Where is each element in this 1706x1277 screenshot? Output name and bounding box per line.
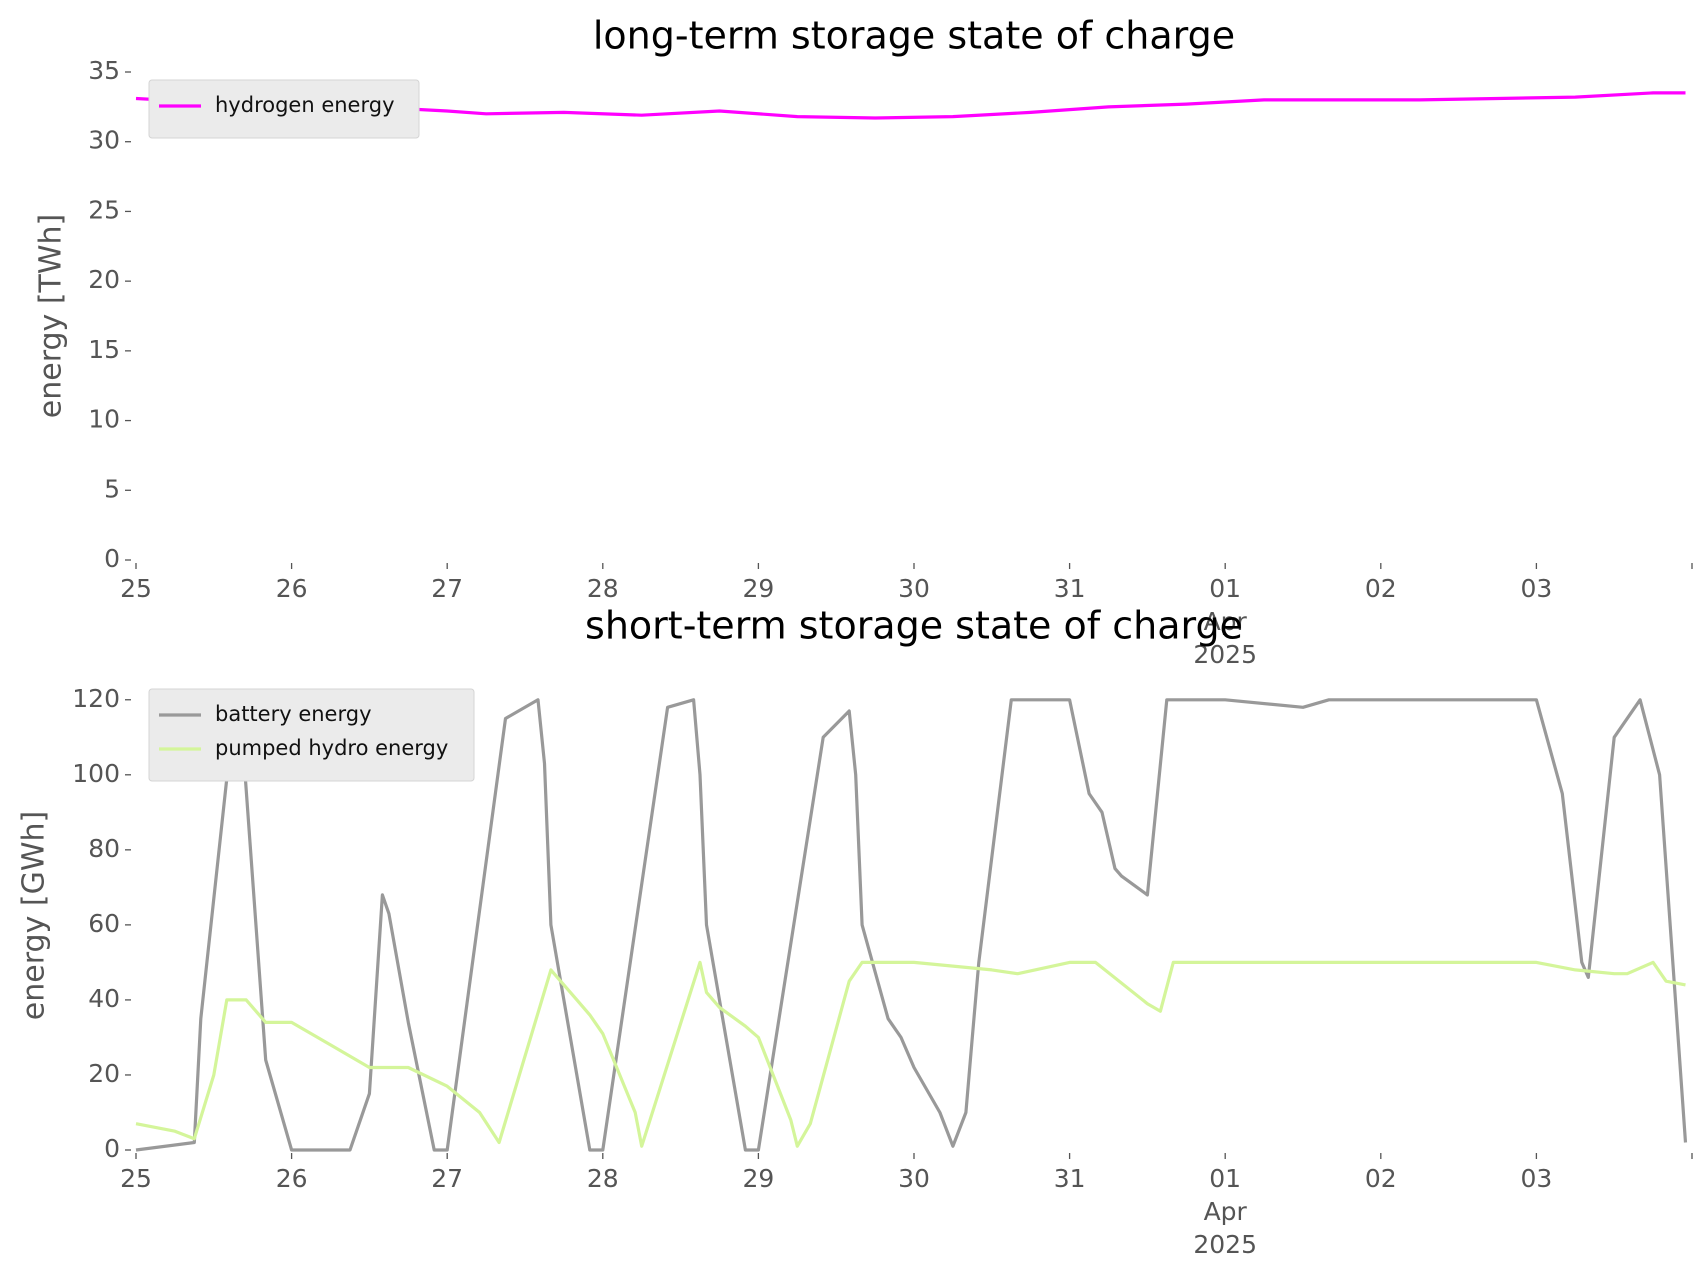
x-tick-label: 25 — [120, 1164, 152, 1193]
y-axis-label: energy [TWh] — [34, 214, 69, 418]
y-tick-label: 35 — [88, 56, 120, 85]
chart-title: short-term storage state of charge — [585, 604, 1243, 648]
x-tick-label: 2025 — [1193, 640, 1257, 669]
long-term-storage-chart: long-term storage state of charge energy … — [34, 14, 1693, 669]
x-tick-label: 02 — [1365, 1164, 1397, 1193]
legend-entry: hydrogen energy — [215, 93, 395, 117]
y-axis-label: energy [GWh] — [17, 811, 52, 1020]
x-tick-label: Apr — [1204, 607, 1248, 636]
x-tick-label: 27 — [431, 1164, 463, 1193]
y-tick-label: 0 — [104, 1134, 120, 1163]
x-tick-label: 29 — [742, 1164, 774, 1193]
short-term-storage-chart: short-term storage state of charge energy… — [17, 604, 1693, 1259]
x-tick-label: 26 — [276, 574, 308, 603]
x-tick-label: 29 — [742, 574, 774, 603]
y-tick-label: 15 — [88, 335, 120, 364]
x-tick-label: 03 — [1520, 574, 1552, 603]
x-tick-label: 25 — [120, 574, 152, 603]
x-tick-label: 01 — [1209, 1164, 1241, 1193]
x-tick-label: 26 — [276, 1164, 308, 1193]
y-tick-label: 80 — [88, 834, 120, 863]
x-tick-label: 30 — [898, 1164, 930, 1193]
y-tick-label: 0 — [104, 544, 120, 573]
x-tick-label: 01 — [1209, 574, 1241, 603]
y-tick-label: 20 — [88, 1059, 120, 1088]
y-tick-label: 60 — [88, 909, 120, 938]
x-tick-label: 02 — [1365, 574, 1397, 603]
legend — [148, 688, 475, 782]
y-tick-label: 40 — [88, 984, 120, 1013]
chart-title: long-term storage state of charge — [593, 14, 1235, 58]
x-tick-label: Apr — [1204, 1197, 1248, 1226]
y-tick-label: 5 — [104, 474, 120, 503]
y-tick-label: 120 — [72, 684, 120, 713]
x-tick-label: 28 — [587, 1164, 619, 1193]
x-tick-label: 2025 — [1193, 1230, 1257, 1259]
x-tick-label: 30 — [898, 574, 930, 603]
x-tick-label: 31 — [1054, 574, 1086, 603]
legend — [148, 79, 420, 139]
series-line-pumped-hydro-energy — [135, 960, 1686, 1148]
y-tick-label: 25 — [88, 195, 120, 224]
x-tick-label: 27 — [431, 574, 463, 603]
series-line-battery-energy — [135, 698, 1688, 1152]
y-tick-label: 10 — [88, 405, 120, 434]
x-tick-label: 28 — [587, 574, 619, 603]
x-tick-label: 03 — [1520, 1164, 1552, 1193]
x-tick-label: 31 — [1054, 1164, 1086, 1193]
legend-entry: battery energy — [215, 702, 372, 726]
y-tick-label: 20 — [88, 265, 120, 294]
y-tick-label: 100 — [72, 759, 120, 788]
y-tick-label: 30 — [88, 126, 120, 155]
legend-entry: pumped hydro energy — [215, 736, 448, 760]
